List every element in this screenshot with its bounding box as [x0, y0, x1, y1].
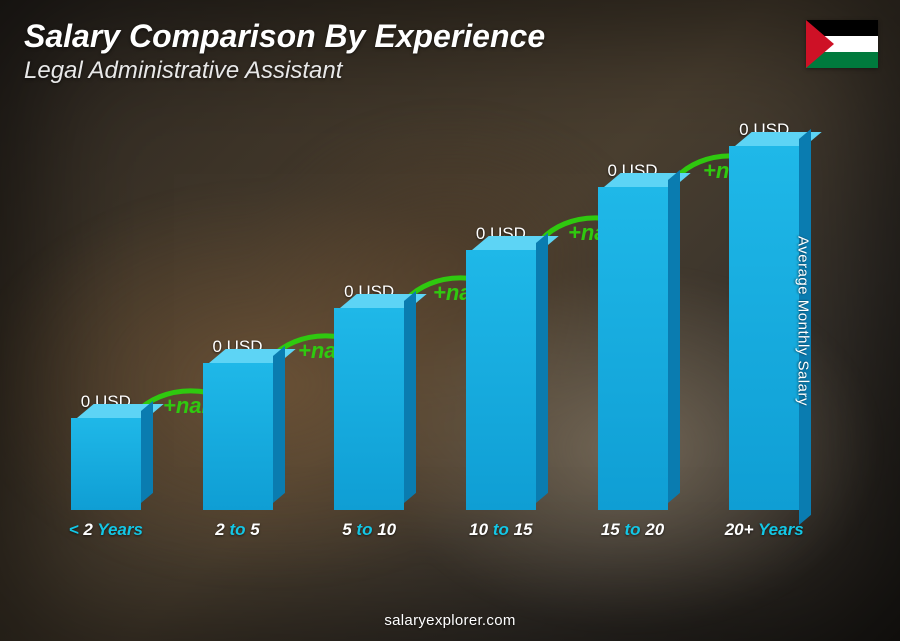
bar-column: 0 USD< 2 Years [40, 120, 172, 540]
palestine-flag-icon [806, 20, 878, 68]
bar [203, 363, 273, 510]
bar-column: 0 USD2 to 5 [172, 120, 304, 540]
x-axis-label: 5 to 10 [342, 520, 396, 540]
x-axis-label: 2 to 5 [215, 520, 259, 540]
bars-container: 0 USD< 2 Years0 USD2 to 50 USD5 to 100 U… [30, 120, 840, 540]
bar [466, 250, 536, 510]
chart-subtitle: Legal Administrative Assistant [24, 57, 545, 85]
bar [334, 308, 404, 510]
chart-title: Salary Comparison By Experience [24, 18, 545, 55]
header: Salary Comparison By Experience Legal Ad… [24, 18, 545, 85]
bar [598, 187, 668, 510]
bar [729, 146, 799, 510]
footer-credit: salaryexplorer.com [0, 612, 900, 629]
chart-area: +nan%+nan%+nan%+nan%+nan% 0 USD< 2 Years… [30, 120, 840, 581]
bar-column: 0 USD10 to 15 [435, 120, 567, 540]
x-axis-label: 10 to 15 [469, 520, 532, 540]
y-axis-label: Average Monthly Salary [795, 236, 812, 406]
x-axis-label: < 2 Years [69, 520, 143, 540]
x-axis-label: 20+ Years [725, 520, 804, 540]
bar-column: 0 USD15 to 20 [567, 120, 699, 540]
x-axis-label: 15 to 20 [601, 520, 664, 540]
bar [71, 418, 141, 510]
bar-column: 0 USD5 to 10 [303, 120, 435, 540]
